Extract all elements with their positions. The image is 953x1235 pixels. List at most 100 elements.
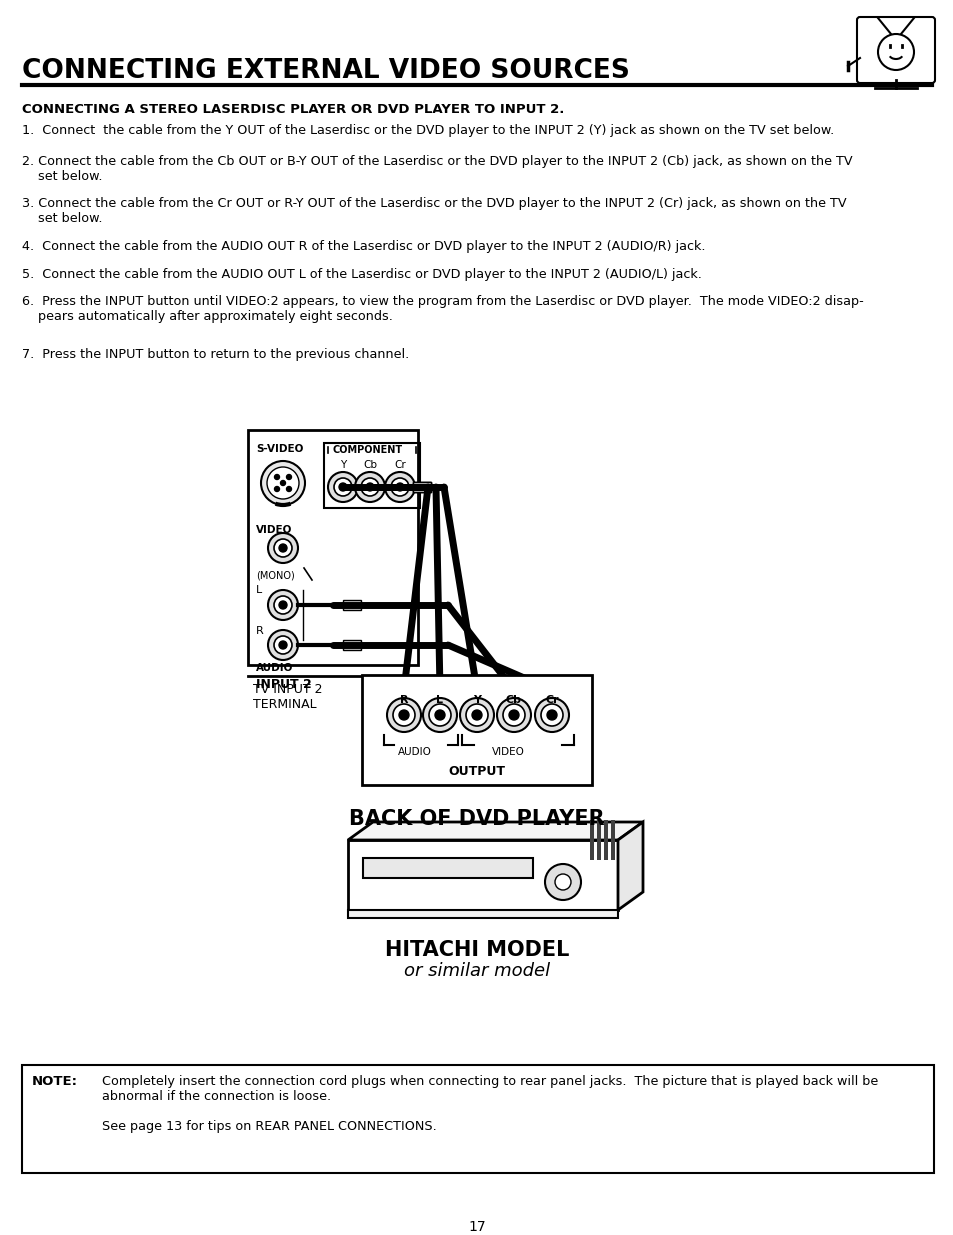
Circle shape [398, 710, 409, 720]
Circle shape [274, 636, 292, 655]
Text: R: R [399, 695, 408, 705]
FancyBboxPatch shape [589, 820, 594, 860]
FancyBboxPatch shape [413, 482, 431, 492]
Text: COMPONENT: COMPONENT [333, 445, 403, 454]
Circle shape [328, 472, 357, 501]
Polygon shape [618, 823, 642, 910]
Circle shape [507, 692, 519, 704]
Text: 6.  Press the INPUT button until VIDEO:2 appears, to view the program from the L: 6. Press the INPUT button until VIDEO:2 … [22, 295, 862, 324]
Circle shape [274, 487, 279, 492]
Text: L: L [436, 695, 443, 705]
Circle shape [286, 474, 292, 479]
Circle shape [366, 483, 374, 492]
Circle shape [535, 698, 568, 732]
Text: Y: Y [473, 695, 480, 705]
Circle shape [278, 641, 287, 650]
Circle shape [334, 478, 352, 496]
FancyBboxPatch shape [343, 600, 360, 610]
Circle shape [545, 692, 558, 704]
Circle shape [497, 698, 531, 732]
Circle shape [471, 692, 482, 704]
Circle shape [502, 704, 524, 726]
FancyBboxPatch shape [22, 1065, 933, 1173]
Text: Cr: Cr [394, 459, 405, 471]
Circle shape [509, 710, 518, 720]
Text: Cb: Cb [505, 695, 521, 705]
Circle shape [278, 601, 287, 609]
Text: 17: 17 [468, 1220, 485, 1234]
FancyBboxPatch shape [361, 676, 592, 785]
Text: OUTPUT: OUTPUT [448, 764, 505, 778]
FancyBboxPatch shape [413, 482, 431, 492]
Text: L: L [255, 585, 262, 595]
Text: INPUT 2: INPUT 2 [255, 678, 312, 692]
Polygon shape [348, 823, 642, 840]
Circle shape [385, 472, 415, 501]
Circle shape [286, 487, 292, 492]
Text: TERMINAL: TERMINAL [253, 698, 316, 711]
Text: 5.  Connect the cable from the AUDIO OUT L of the Laserdisc or DVD player to the: 5. Connect the cable from the AUDIO OUT … [22, 268, 701, 282]
Text: 7.  Press the INPUT button to return to the previous channel.: 7. Press the INPUT button to return to t… [22, 348, 409, 361]
FancyBboxPatch shape [348, 840, 618, 910]
FancyBboxPatch shape [597, 820, 600, 860]
Text: VIDEO: VIDEO [492, 747, 524, 757]
Circle shape [397, 692, 410, 704]
Circle shape [387, 698, 420, 732]
Circle shape [544, 864, 580, 900]
Circle shape [274, 474, 279, 479]
Text: or similar model: or similar model [403, 962, 550, 981]
Circle shape [465, 704, 488, 726]
Text: NOTE:: NOTE: [32, 1074, 78, 1088]
Circle shape [268, 534, 297, 563]
Circle shape [274, 597, 292, 614]
Circle shape [280, 480, 285, 485]
Circle shape [540, 704, 562, 726]
Circle shape [391, 478, 409, 496]
Circle shape [434, 692, 446, 704]
Text: BACK OF DVD PLAYER: BACK OF DVD PLAYER [349, 809, 604, 829]
Circle shape [472, 710, 481, 720]
Circle shape [338, 483, 347, 492]
Circle shape [355, 472, 385, 501]
Text: HITACHI MODEL: HITACHI MODEL [384, 940, 569, 960]
Circle shape [422, 698, 456, 732]
Text: CONNECTING EXTERNAL VIDEO SOURCES: CONNECTING EXTERNAL VIDEO SOURCES [22, 58, 629, 84]
Text: S-VIDEO: S-VIDEO [255, 445, 303, 454]
FancyBboxPatch shape [856, 17, 934, 83]
Text: R: R [255, 626, 263, 636]
FancyBboxPatch shape [248, 430, 417, 664]
Text: CONNECTING A STEREO LASERDISC PLAYER OR DVD PLAYER TO INPUT 2.: CONNECTING A STEREO LASERDISC PLAYER OR … [22, 103, 564, 116]
Text: Y: Y [339, 459, 346, 471]
Text: AUDIO: AUDIO [397, 747, 432, 757]
FancyBboxPatch shape [413, 482, 431, 492]
Circle shape [555, 874, 571, 890]
FancyBboxPatch shape [363, 858, 533, 878]
Text: (MONO): (MONO) [255, 571, 294, 580]
Circle shape [267, 467, 298, 499]
FancyBboxPatch shape [348, 910, 618, 918]
Text: AUDIO: AUDIO [255, 663, 294, 673]
Circle shape [268, 590, 297, 620]
Text: Cb: Cb [363, 459, 376, 471]
Text: VIDEO: VIDEO [255, 525, 292, 535]
Circle shape [395, 483, 403, 492]
FancyBboxPatch shape [610, 820, 615, 860]
Text: 3. Connect the cable from the Cr OUT or R-Y OUT of the Laserdisc or the DVD play: 3. Connect the cable from the Cr OUT or … [22, 198, 845, 225]
Text: Completely insert the connection cord plugs when connecting to rear panel jacks.: Completely insert the connection cord pl… [102, 1074, 878, 1132]
Circle shape [393, 704, 415, 726]
Circle shape [435, 710, 444, 720]
Circle shape [459, 698, 494, 732]
Circle shape [360, 478, 378, 496]
Text: Cr: Cr [544, 695, 558, 705]
Circle shape [268, 630, 297, 659]
Circle shape [546, 710, 557, 720]
Circle shape [278, 543, 287, 552]
Circle shape [429, 704, 451, 726]
Circle shape [274, 538, 292, 557]
Text: TV INPUT 2: TV INPUT 2 [253, 683, 322, 697]
FancyBboxPatch shape [603, 820, 607, 860]
Text: 2. Connect the cable from the Cb OUT or B-Y OUT of the Laserdisc or the DVD play: 2. Connect the cable from the Cb OUT or … [22, 156, 852, 183]
Text: 4.  Connect the cable from the AUDIO OUT R of the Laserdisc or DVD player to the: 4. Connect the cable from the AUDIO OUT … [22, 240, 705, 253]
FancyBboxPatch shape [343, 640, 360, 650]
Text: 1.  Connect  the cable from the Y OUT of the Laserdisc or the DVD player to the : 1. Connect the cable from the Y OUT of t… [22, 124, 833, 137]
